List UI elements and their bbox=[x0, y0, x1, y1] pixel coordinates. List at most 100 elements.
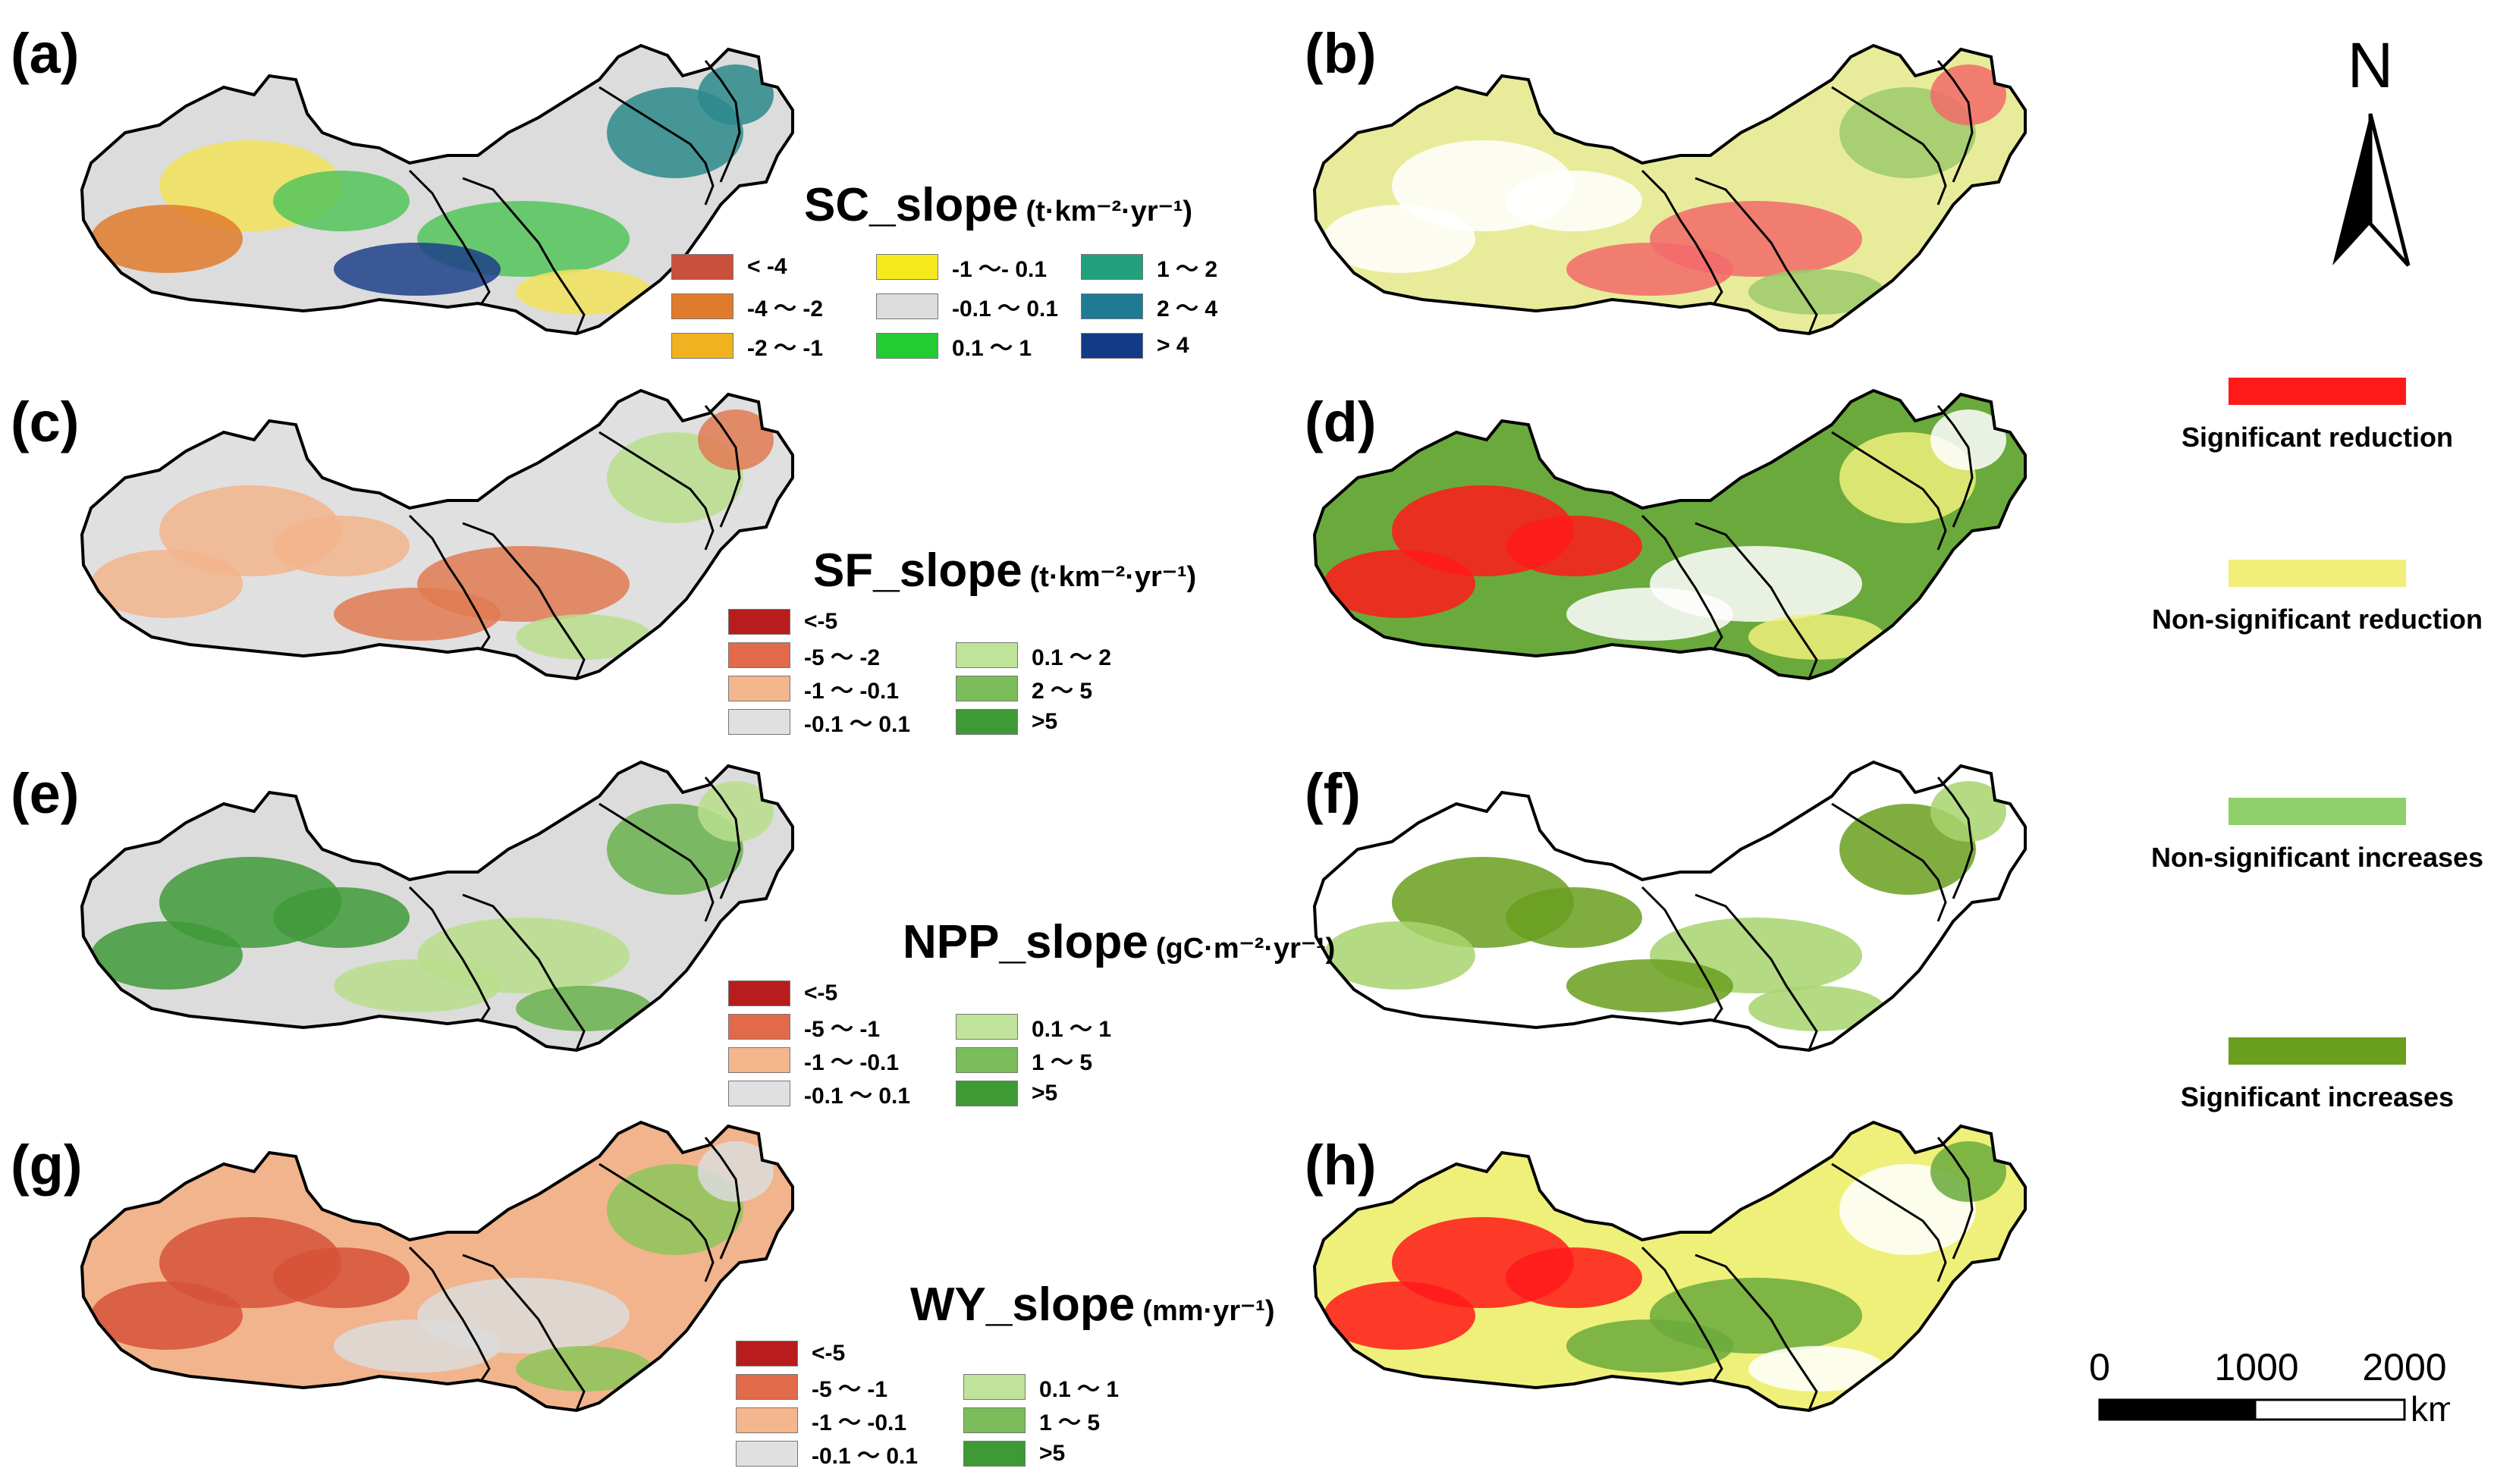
wy-legend-swatch bbox=[963, 1407, 1026, 1433]
map-patch bbox=[698, 64, 774, 125]
wy-legend-label: <-5 bbox=[812, 1341, 846, 1366]
sf-legend-swatch bbox=[956, 709, 1018, 735]
panel-label-f: (f) bbox=[1305, 762, 1361, 825]
sf-legend-label: 0.1 ～ 2 bbox=[1032, 645, 1112, 670]
panel-label-g: (g) bbox=[11, 1134, 83, 1197]
npp-legend-item: 0.1 ～ 1 bbox=[956, 1012, 1111, 1042]
panel-label-h: (h) bbox=[1305, 1134, 1377, 1197]
wy-legend-unit: (mm·yr⁻¹) bbox=[1142, 1295, 1275, 1327]
north-arrow-icon: N bbox=[2332, 30, 2411, 267]
panel-label-b: (b) bbox=[1305, 22, 1377, 85]
wy-legend-label: -5 ～ -1 bbox=[812, 1377, 888, 1402]
sf-legend-swatch bbox=[956, 676, 1018, 701]
map-patch bbox=[698, 1141, 774, 1202]
npp-legend-label: 1 ～ 5 bbox=[1032, 1050, 1093, 1075]
sc-legend-item: > 4 bbox=[1081, 331, 1189, 361]
map-patch bbox=[698, 409, 774, 470]
sf-legend-swatch bbox=[728, 709, 790, 735]
scale-bar: 0 1000 2000 km bbox=[2089, 1346, 2450, 1429]
map-panel-d bbox=[1313, 389, 2027, 680]
map-patch bbox=[1324, 205, 1475, 273]
sf-legend-swatch bbox=[728, 676, 790, 701]
map-patch bbox=[334, 959, 501, 1012]
sf-legend-label: -5 ～ -2 bbox=[804, 645, 881, 670]
wy-legend-item: -1 ～ -0.1 bbox=[736, 1405, 906, 1435]
sig-increase-label: Significant increases bbox=[2180, 1081, 2455, 1112]
map-patch bbox=[1324, 550, 1475, 618]
npp-legend-swatch bbox=[728, 1047, 790, 1073]
sf-legend-title-text: SF_slope bbox=[813, 544, 1022, 597]
sf-legend-item: >5 bbox=[956, 707, 1057, 737]
wy-legend-item: <-5 bbox=[736, 1338, 845, 1369]
map-patch bbox=[1324, 921, 1475, 990]
sf-legend-item: 0.1 ～ 2 bbox=[956, 640, 1111, 670]
wy-legend-item: -5 ～ -1 bbox=[736, 1372, 887, 1402]
map-panel-h bbox=[1313, 1121, 2027, 1412]
wy-legend-title: WY_slope (mm·yr⁻¹) bbox=[910, 1282, 1274, 1329]
sc-legend-unit: (t·km⁻²·yr⁻¹) bbox=[1026, 196, 1193, 227]
npp-legend-swatch bbox=[956, 1047, 1018, 1073]
map-patch bbox=[1506, 1247, 1642, 1308]
sf-legend-item: -5 ～ -2 bbox=[728, 640, 880, 670]
panel-label-e: (e) bbox=[11, 762, 80, 825]
wy-legend-swatch bbox=[963, 1374, 1026, 1400]
sc-legend-label: 0.1 ～ 1 bbox=[952, 336, 1032, 361]
sc-legend-item: -2 ～ -1 bbox=[671, 331, 823, 361]
sc-legend-swatch bbox=[876, 333, 938, 359]
sc-legend-label: -2 ～ -1 bbox=[747, 336, 824, 361]
wy-legend-label: >5 bbox=[1039, 1441, 1066, 1466]
sc-legend-item: 0.1 ～ 1 bbox=[876, 331, 1032, 361]
sc-legend-swatch bbox=[671, 254, 733, 280]
sf-legend-swatch bbox=[728, 609, 790, 635]
wy-legend-label: -1 ～ -0.1 bbox=[812, 1410, 907, 1435]
sc-legend-swatch bbox=[1081, 254, 1143, 280]
map-patch bbox=[1930, 1141, 2006, 1202]
map-patch bbox=[1930, 64, 2006, 125]
sc-legend-swatch bbox=[876, 293, 938, 319]
sf-legend-label: -1 ～ -0.1 bbox=[804, 679, 900, 704]
wy-legend-title-text: WY_slope bbox=[910, 1278, 1135, 1331]
scale-segment-white bbox=[2254, 1398, 2406, 1421]
sc-legend-item: -0.1 ～ 0.1 bbox=[876, 291, 1058, 322]
sc-legend-swatch bbox=[876, 254, 938, 280]
wy-legend-swatch bbox=[736, 1407, 798, 1433]
map-patch bbox=[1930, 409, 2006, 470]
scale-tick-0: 0 bbox=[2089, 1346, 2110, 1388]
sc-legend-label: 2 ～ 4 bbox=[1157, 296, 1218, 322]
sf-legend-label: -0.1 ～ 0.1 bbox=[804, 712, 911, 737]
wy-legend-swatch bbox=[736, 1441, 798, 1467]
sf-legend-item: -0.1 ～ 0.1 bbox=[728, 707, 910, 737]
npp-legend-label: -1 ～ -0.1 bbox=[804, 1050, 900, 1075]
wy-legend-label: -0.1 ～ 0.1 bbox=[812, 1444, 919, 1469]
map-patch bbox=[334, 1319, 501, 1373]
npp-legend-label: >5 bbox=[1032, 1081, 1058, 1106]
npp-legend-item: >5 bbox=[956, 1078, 1057, 1109]
map-patch bbox=[273, 887, 410, 948]
sf-legend-label: 2 ～ 5 bbox=[1032, 679, 1093, 704]
map-patch bbox=[698, 781, 774, 842]
sc-legend-label: > 4 bbox=[1157, 333, 1189, 358]
map-patch bbox=[91, 1282, 243, 1350]
map-patch bbox=[1566, 959, 1733, 1012]
sf-legend-title: SF_slope (t·km⁻²·yr⁻¹) bbox=[813, 547, 1196, 595]
sc-legend-item: -4 ～ -2 bbox=[671, 291, 823, 322]
map-patch bbox=[516, 614, 652, 660]
map-patch bbox=[273, 1247, 410, 1308]
npp-legend-swatch bbox=[956, 1081, 1018, 1106]
panel-label-a: (a) bbox=[11, 22, 80, 85]
npp-legend-swatch bbox=[728, 1014, 790, 1040]
map-patch bbox=[1566, 588, 1733, 641]
npp-legend-label: <-5 bbox=[804, 980, 838, 1006]
north-arrow-left bbox=[2332, 114, 2370, 265]
sig-reduction-label: Significant reduction bbox=[2181, 422, 2453, 453]
nonsig-increase-label: Non-significant increases bbox=[2150, 842, 2484, 873]
map-patch bbox=[1506, 516, 1642, 576]
npp-legend-label: -0.1 ～ 0.1 bbox=[804, 1084, 911, 1109]
sig-increase-swatch bbox=[2229, 1037, 2406, 1065]
sc-legend-swatch bbox=[1081, 333, 1143, 359]
sf-legend-item: 2 ～ 5 bbox=[956, 673, 1092, 704]
scale-segment-black bbox=[2098, 1398, 2257, 1421]
sig-reduction-swatch bbox=[2229, 378, 2406, 405]
wy-legend-item: >5 bbox=[963, 1439, 1065, 1469]
sc-legend-label: -0.1 ～ 0.1 bbox=[952, 296, 1059, 322]
